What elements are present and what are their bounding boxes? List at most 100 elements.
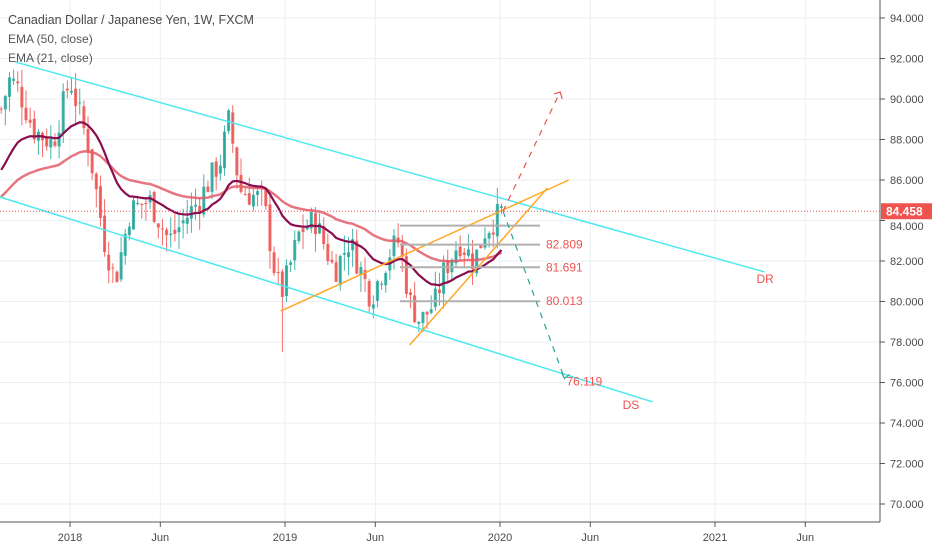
candle-up: [359, 267, 363, 275]
ema-lines: [0, 121, 503, 287]
candle-up: [433, 288, 437, 307]
candle-down: [301, 228, 305, 233]
y-tick-label: 70.000: [890, 499, 924, 511]
candle-up: [499, 206, 503, 208]
candle-down: [276, 272, 280, 274]
candle-down: [53, 141, 57, 146]
candle-up: [442, 262, 446, 294]
candle-up: [227, 110, 231, 132]
candle-down: [400, 243, 404, 257]
candle-down: [243, 194, 247, 196]
candle-up: [338, 256, 342, 286]
candle-down: [268, 204, 272, 252]
bull-projection-line: [502, 91, 561, 212]
candle-down: [239, 174, 243, 192]
candle-up: [297, 231, 301, 242]
candle-up: [284, 265, 288, 297]
x-tick-label: Jun: [581, 532, 599, 544]
x-tick-label: 2019: [273, 532, 297, 544]
indicator-ema50[interactable]: EMA (50, close): [8, 32, 93, 46]
candle-down: [28, 119, 32, 123]
candle-up: [318, 223, 322, 234]
chart-legend: Canadian Dollar / Japanese Yen, 1W, FXCM…: [8, 11, 254, 68]
candle-down: [326, 243, 330, 262]
candle-down: [206, 186, 210, 192]
candle-down: [160, 228, 164, 230]
drawings[interactable]: DR DS 82.809 81.691 80.013 76.119: [0, 61, 774, 412]
candle-down: [140, 203, 144, 205]
candle-down: [355, 240, 359, 274]
bear-target-label: 76.119: [567, 374, 603, 388]
candle-down: [280, 271, 284, 297]
candle-up: [421, 312, 425, 323]
candle-up: [293, 240, 297, 261]
y-tick-label: 72.000: [890, 459, 924, 471]
y-tick-label: 76.000: [890, 378, 924, 390]
indicator-ema21[interactable]: EMA (21, close): [8, 51, 93, 65]
candle-down: [437, 289, 441, 294]
candle-down: [94, 173, 98, 190]
candle-down: [115, 271, 119, 283]
channel-upper-line: [14, 61, 765, 273]
candle-up: [309, 212, 313, 229]
candle-down: [198, 205, 202, 212]
candle-down: [491, 232, 495, 235]
candle-up: [49, 139, 53, 148]
candle-down: [404, 256, 408, 294]
candle-up: [210, 162, 214, 192]
candle-down: [45, 137, 49, 147]
y-tick-label: 92.000: [890, 54, 924, 66]
candle-down: [322, 226, 326, 245]
y-tick-label: 78.000: [890, 337, 924, 349]
candle-up: [169, 233, 173, 236]
candle-down: [24, 107, 28, 121]
symbol-title[interactable]: Canadian Dollar / Japanese Yen, 1W, FXCM: [8, 13, 254, 27]
candle-down: [173, 229, 177, 234]
candle-up: [12, 78, 16, 81]
channel-lower-label: DS: [623, 398, 640, 412]
bull-arrow-head-icon: [554, 91, 563, 100]
candle-up: [466, 249, 470, 256]
level-label: 82.809: [546, 238, 583, 252]
channel-lower-line: [0, 196, 653, 403]
level-label: 80.013: [546, 294, 583, 308]
candle-up: [342, 253, 346, 255]
candle-down: [462, 252, 466, 256]
candle-up: [127, 226, 131, 236]
channel-upper-label: DR: [756, 272, 774, 286]
candle-down: [264, 189, 268, 207]
candle-up: [392, 235, 396, 256]
candle-up: [487, 232, 491, 239]
y-tick-label: 94.000: [890, 13, 924, 25]
candle-down: [272, 252, 276, 274]
candle-up: [123, 233, 127, 256]
candle-down: [425, 311, 429, 315]
candle-down: [86, 128, 90, 153]
candle-up: [69, 90, 73, 93]
candle-down: [98, 186, 102, 218]
candle-down: [214, 161, 218, 177]
current-price-label: 84.458: [886, 205, 923, 219]
candle-up: [251, 194, 255, 207]
candle-up: [450, 259, 454, 273]
candle-up: [222, 131, 226, 169]
candle-up: [132, 200, 136, 230]
current-price-badge: [881, 203, 932, 220]
bear-projection-line: [502, 211, 566, 379]
candle-down: [330, 259, 334, 263]
y-tick-label: 88.000: [890, 135, 924, 147]
candle-up: [495, 204, 499, 237]
candle-down: [458, 246, 462, 257]
candles: [0, 69, 503, 353]
y-tick-label: 80.000: [890, 297, 924, 309]
candle-down: [165, 229, 169, 236]
candle-up: [78, 102, 82, 104]
x-tick-label: Jun: [796, 532, 814, 544]
candle-down: [65, 88, 69, 91]
candle-down: [409, 292, 413, 296]
candle-down: [413, 295, 417, 323]
candle-up: [57, 132, 61, 147]
candle-down: [32, 118, 36, 140]
